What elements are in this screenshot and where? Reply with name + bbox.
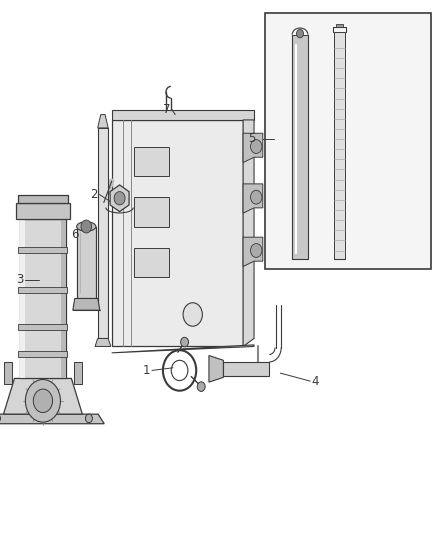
Polygon shape	[20, 219, 66, 378]
Polygon shape	[95, 338, 111, 346]
Text: 4: 4	[311, 375, 319, 387]
Text: 5: 5	[248, 132, 255, 145]
Polygon shape	[336, 24, 343, 27]
Polygon shape	[61, 219, 66, 378]
Polygon shape	[18, 351, 67, 357]
Polygon shape	[16, 203, 70, 219]
Polygon shape	[112, 110, 254, 120]
Circle shape	[85, 414, 92, 423]
Polygon shape	[18, 247, 67, 253]
Text: 7: 7	[162, 103, 170, 116]
Circle shape	[251, 140, 262, 154]
Polygon shape	[243, 237, 263, 266]
Circle shape	[33, 389, 53, 413]
Text: 3: 3	[16, 273, 23, 286]
Circle shape	[114, 191, 125, 205]
Circle shape	[197, 382, 205, 391]
Polygon shape	[134, 248, 169, 277]
Polygon shape	[209, 356, 223, 382]
Circle shape	[183, 303, 202, 326]
Polygon shape	[98, 128, 108, 338]
Polygon shape	[243, 120, 254, 346]
Polygon shape	[74, 362, 82, 384]
Polygon shape	[265, 13, 431, 269]
Polygon shape	[18, 287, 67, 293]
Circle shape	[297, 29, 304, 38]
Polygon shape	[223, 362, 269, 376]
Polygon shape	[73, 298, 100, 310]
Polygon shape	[18, 195, 68, 203]
Polygon shape	[4, 378, 82, 414]
Polygon shape	[4, 362, 12, 384]
Polygon shape	[112, 345, 254, 353]
Polygon shape	[18, 324, 67, 330]
Polygon shape	[134, 197, 169, 227]
Text: 1: 1	[143, 364, 151, 377]
Text: 6: 6	[71, 228, 78, 241]
Polygon shape	[134, 147, 169, 176]
Circle shape	[81, 220, 92, 233]
Polygon shape	[20, 219, 25, 378]
Circle shape	[25, 379, 60, 422]
Ellipse shape	[77, 222, 96, 231]
Polygon shape	[0, 414, 104, 424]
Circle shape	[251, 244, 262, 257]
Polygon shape	[243, 133, 263, 163]
Circle shape	[251, 190, 262, 204]
Polygon shape	[98, 115, 108, 128]
Polygon shape	[243, 184, 263, 213]
Polygon shape	[77, 227, 96, 298]
Polygon shape	[292, 35, 308, 259]
Polygon shape	[110, 185, 129, 212]
Text: 2: 2	[90, 188, 98, 201]
Polygon shape	[112, 120, 243, 346]
Circle shape	[180, 337, 188, 347]
Polygon shape	[334, 32, 345, 259]
